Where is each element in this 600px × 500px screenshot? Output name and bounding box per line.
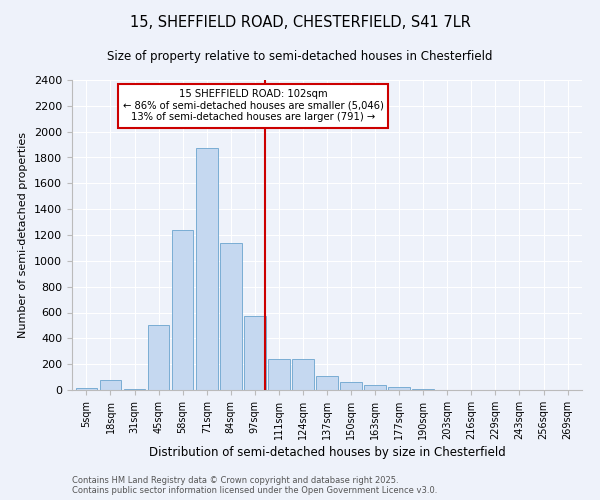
Bar [316,376,338,390]
Bar [292,359,314,390]
Bar [412,388,434,390]
Text: 15, SHEFFIELD ROAD, CHESTERFIELD, S41 7LR: 15, SHEFFIELD ROAD, CHESTERFIELD, S41 7L… [130,15,470,30]
Bar [364,386,386,390]
Bar [100,380,121,390]
Text: 15 SHEFFIELD ROAD: 102sqm
← 86% of semi-detached houses are smaller (5,046)
13% : 15 SHEFFIELD ROAD: 102sqm ← 86% of semi-… [122,90,383,122]
Bar [76,388,97,390]
Bar [268,359,290,390]
Bar [172,230,193,390]
Text: Size of property relative to semi-detached houses in Chesterfield: Size of property relative to semi-detach… [107,50,493,63]
Bar [388,388,410,390]
Bar [220,243,242,390]
Text: Contains HM Land Registry data © Crown copyright and database right 2025.
Contai: Contains HM Land Registry data © Crown c… [72,476,437,495]
Bar [196,148,218,390]
Bar [148,326,169,390]
Y-axis label: Number of semi-detached properties: Number of semi-detached properties [19,132,28,338]
Bar [244,316,266,390]
X-axis label: Distribution of semi-detached houses by size in Chesterfield: Distribution of semi-detached houses by … [149,446,505,459]
Bar [340,382,362,390]
